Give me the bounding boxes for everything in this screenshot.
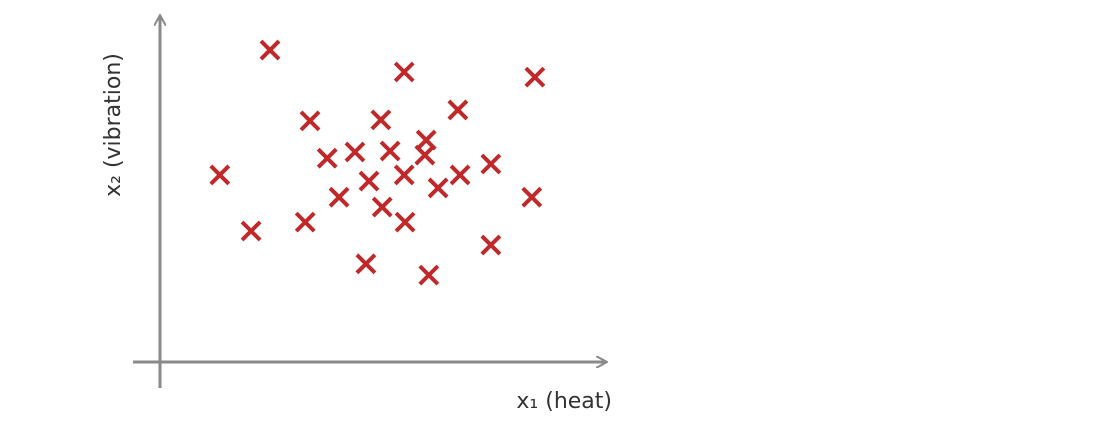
point <box>393 164 415 186</box>
point <box>447 99 469 121</box>
point <box>394 211 416 233</box>
point <box>524 66 546 88</box>
point <box>418 264 440 286</box>
point <box>294 211 316 233</box>
point <box>521 186 543 208</box>
point <box>240 220 262 242</box>
point <box>414 144 436 166</box>
x-axis-label: x₁ (heat) <box>516 389 612 414</box>
point <box>328 186 350 208</box>
point <box>355 253 377 275</box>
point <box>316 147 338 169</box>
point <box>480 234 502 256</box>
point <box>370 109 392 131</box>
point <box>379 140 401 162</box>
y-axis-label: x₂ (vibration) <box>101 53 126 197</box>
point <box>393 61 415 83</box>
point <box>371 196 393 218</box>
point <box>358 170 380 192</box>
point <box>480 153 502 175</box>
point <box>259 39 281 61</box>
point <box>344 141 366 163</box>
point <box>427 177 449 199</box>
point <box>299 110 321 132</box>
point <box>449 164 471 186</box>
point <box>209 164 231 186</box>
